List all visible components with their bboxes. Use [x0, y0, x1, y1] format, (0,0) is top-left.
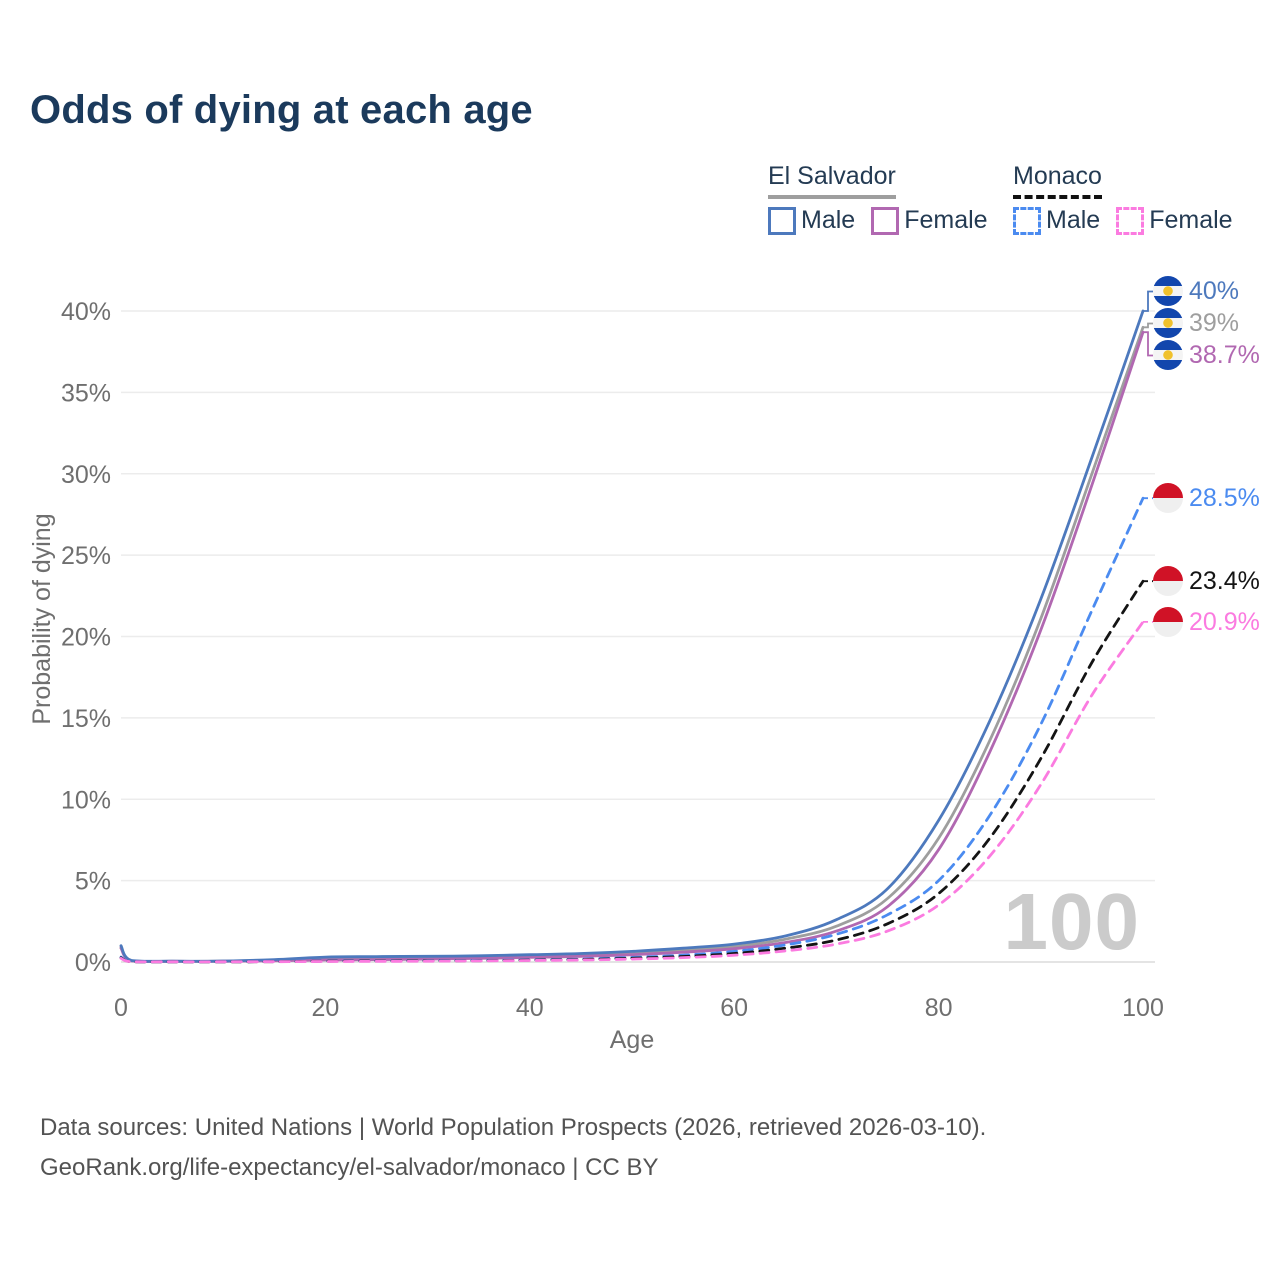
- dashed-line-swatch: [1013, 195, 1102, 199]
- legend-item-label: Male: [1046, 206, 1101, 234]
- series-line-monaco-male: [119, 496, 1145, 964]
- checkbox-icon[interactable]: [1013, 206, 1041, 235]
- legend-item-monaco-female[interactable]: Female: [1116, 206, 1233, 235]
- legend-group-monaco: Monaco Male Female: [1013, 162, 1249, 235]
- end-label-value: 20.9%: [1189, 607, 1260, 636]
- series-line-monaco-both-sexes: [119, 579, 1145, 964]
- y-tick-label: 40%: [61, 298, 111, 326]
- y-tick-label: 25%: [61, 542, 111, 570]
- checkbox-icon[interactable]: [768, 206, 796, 235]
- legend-item-el-salvador-male[interactable]: Male: [768, 206, 855, 235]
- data-sources-line: Data sources: United Nations | World Pop…: [40, 1114, 987, 1141]
- end-label-monaco-male: 28.5%: [1153, 483, 1260, 513]
- hover-age-watermark: 100: [1003, 877, 1140, 966]
- x-axis-title: Age: [609, 1026, 655, 1054]
- legend-group-title: Monaco: [1013, 162, 1102, 199]
- x-tick-label: 20: [311, 994, 339, 1022]
- legend-items: Male Female: [768, 206, 1004, 235]
- x-tick-label: 0: [114, 994, 128, 1022]
- y-tick-label: 10%: [61, 786, 111, 814]
- checkbox-icon[interactable]: [871, 206, 900, 235]
- legend-item-label: Female: [1149, 206, 1233, 234]
- monaco-flag-icon: [1153, 483, 1183, 513]
- footer: Data sources: United Nations | World Pop…: [40, 1108, 986, 1188]
- monaco-flag-icon: [1153, 607, 1183, 637]
- end-label-monaco-both-sexes: 23.4%: [1153, 566, 1260, 596]
- page-title: Odds of dying at each age: [30, 88, 533, 132]
- series-line-el-salvador-male: [119, 309, 1145, 963]
- end-label-value: 40%: [1189, 276, 1240, 305]
- el-salvador-flag-icon: [1153, 340, 1183, 370]
- x-tick-label: 80: [925, 994, 953, 1022]
- legend-items: Male Female: [1013, 206, 1249, 235]
- y-tick-label: 15%: [61, 705, 111, 733]
- attribution-line: GeoRank.org/life-expectancy/el-salvador/…: [40, 1154, 659, 1181]
- solid-line-swatch: [768, 195, 896, 199]
- y-tick-label: 0%: [75, 949, 111, 977]
- x-tick-label: 40: [516, 994, 544, 1022]
- y-tick-label: 35%: [61, 379, 111, 407]
- y-tick-label: 5%: [75, 868, 111, 896]
- legend-group-label: El Salvador: [768, 162, 896, 190]
- checkbox-icon[interactable]: [1116, 206, 1145, 235]
- legend-item-label: Female: [904, 206, 988, 234]
- el-salvador-flag-icon: [1153, 308, 1183, 338]
- end-label-connector: [1143, 322, 1153, 329]
- legend-item-el-salvador-female[interactable]: Female: [871, 206, 988, 235]
- legend-group-el-salvador: El Salvador Male Female: [768, 162, 1004, 235]
- series-line-el-salvador-both-sexes: [119, 325, 1145, 963]
- end-label-connector: [1143, 290, 1153, 312]
- end-label-el-salvador-both-sexes: 39%: [1153, 308, 1239, 338]
- legend-group-label: Monaco: [1013, 162, 1102, 190]
- end-label-el-salvador-female: 38.7%: [1153, 340, 1260, 370]
- x-tick-label: 100: [1122, 994, 1164, 1022]
- y-tick-label: 20%: [61, 624, 111, 652]
- legend-group-title: El Salvador: [768, 162, 896, 199]
- monaco-flag-icon: [1153, 566, 1183, 596]
- end-label-value: 39%: [1189, 308, 1240, 337]
- y-tick-label: 30%: [61, 461, 111, 489]
- end-label-connector: [1143, 331, 1153, 357]
- series-line-monaco-female: [119, 620, 1145, 964]
- end-label-value: 28.5%: [1189, 483, 1260, 512]
- end-label-value: 23.4%: [1189, 566, 1260, 595]
- end-label-monaco-female: 20.9%: [1153, 607, 1260, 637]
- el-salvador-flag-icon: [1153, 276, 1183, 306]
- series-line-el-salvador-female: [119, 330, 1145, 963]
- legend-item-monaco-male[interactable]: Male: [1013, 206, 1100, 235]
- legend-item-label: Male: [801, 206, 856, 234]
- end-label-value: 38.7%: [1189, 340, 1260, 369]
- x-tick-label: 60: [720, 994, 748, 1022]
- end-label-el-salvador-male: 40%: [1153, 276, 1239, 306]
